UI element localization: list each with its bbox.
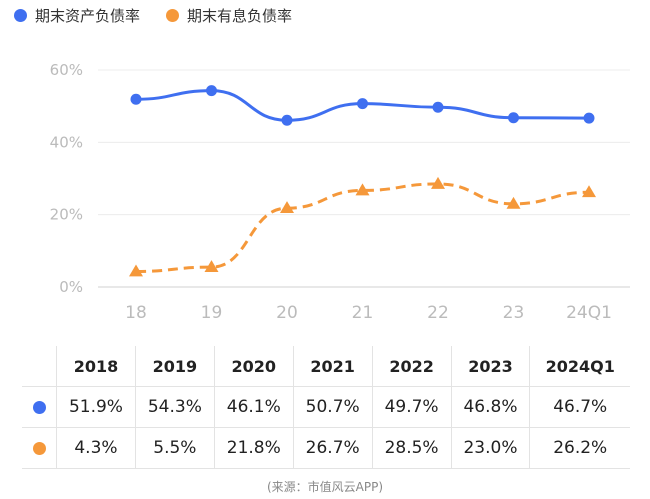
table-corner-cell: [22, 346, 57, 387]
data-point-triangle: [280, 201, 294, 214]
data-point-triangle: [582, 185, 596, 198]
table-cell: 28.5%: [372, 427, 452, 469]
legend-marker-interest-bearing: [166, 8, 180, 22]
source-note: (来源：市值风云APP): [266, 480, 384, 494]
legend-item-asset-liability: 期末资产负债率: [14, 5, 140, 26]
data-point-triangle: [506, 196, 521, 209]
data-point-triangle: [431, 176, 445, 189]
data-point-circle: [206, 85, 217, 97]
table-cell: 21.8%: [214, 427, 294, 469]
x-tick-label: 22: [427, 303, 449, 323]
table-row-marker: [22, 386, 57, 428]
legend-item-interest-bearing: 期末有息负债率: [166, 5, 292, 26]
table-row-marker: [22, 427, 57, 469]
legend-label-asset-liability: 期末资产负债率: [35, 6, 141, 25]
table-row: 4.3% 5.5% 21.8% 26.7% 28.5% 23.0% 26.2%: [22, 427, 630, 469]
table-header-cell: 2021: [293, 346, 373, 387]
table-cell: 51.9%: [56, 386, 136, 428]
table-header-cell: 2018: [56, 346, 136, 387]
x-tick-label: 20: [276, 303, 298, 323]
data-point-circle: [508, 112, 519, 124]
chart-legend: 期末资产负债率 期末有息负债率: [14, 4, 292, 26]
data-point-triangle: [204, 260, 219, 273]
series-b-dot-icon: [32, 441, 46, 455]
series-a-dot-icon: [32, 400, 46, 414]
table-cell: 49.7%: [372, 386, 452, 428]
y-tick-label: 60%: [50, 61, 83, 79]
table-header-cell: 2024Q1: [529, 346, 630, 387]
data-point-circle: [130, 93, 142, 105]
x-tick-label: 23: [503, 303, 525, 323]
x-tick-label: 21: [352, 303, 374, 323]
table-cell: 5.5%: [135, 427, 215, 469]
x-tick-label: 19: [201, 303, 223, 323]
table-header-cell: 2022: [372, 346, 452, 387]
data-point-circle: [281, 114, 293, 126]
y-tick-label: 0%: [59, 278, 83, 296]
table-cell: 46.7%: [529, 386, 630, 428]
x-tick-label: 24Q1: [566, 303, 612, 323]
table-cell: 23.0%: [451, 427, 531, 469]
table-cell: 46.8%: [451, 386, 531, 428]
table-header-cell: 2023: [451, 346, 531, 387]
data-point-circle: [432, 101, 444, 113]
x-tick-label: 18: [125, 303, 147, 323]
table-cell: 4.3%: [56, 427, 136, 469]
data-point-triangle: [355, 183, 370, 196]
series-line: [135, 182, 590, 273]
table-header-row: 2018 2019 2020 2021 2022 2023 2024Q1: [22, 346, 630, 387]
table-cell: 26.7%: [293, 427, 373, 469]
table-cell: 46.1%: [214, 386, 294, 428]
table-cell: 54.3%: [135, 386, 215, 428]
data-table: 2018 2019 2020 2021 2022 2023 2024Q1 51.…: [22, 346, 630, 469]
table-cell: 26.2%: [529, 427, 630, 469]
y-tick-label: 20%: [50, 206, 83, 224]
table-header-cell: 2019: [135, 346, 215, 387]
table-header-cell: 2020: [214, 346, 294, 387]
y-tick-label: 40%: [50, 133, 83, 151]
table-row: 51.9% 54.3% 46.1% 50.7% 49.7% 46.8% 46.7…: [22, 386, 630, 428]
table-cell: 50.7%: [293, 386, 373, 428]
legend-label-interest-bearing: 期末有息负债率: [187, 6, 293, 25]
data-point-triangle: [129, 264, 143, 277]
data-point-circle: [583, 112, 595, 124]
data-point-circle: [357, 98, 368, 110]
legend-marker-asset-liability: [14, 8, 27, 22]
line-chart: 0% 20% 40% 60% 18 19 20 21 22 23 24Q1: [50, 61, 630, 323]
